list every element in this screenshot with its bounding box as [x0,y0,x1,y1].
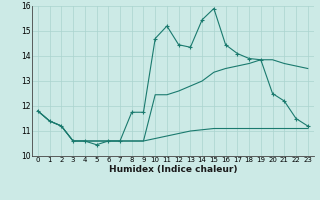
X-axis label: Humidex (Indice chaleur): Humidex (Indice chaleur) [108,165,237,174]
